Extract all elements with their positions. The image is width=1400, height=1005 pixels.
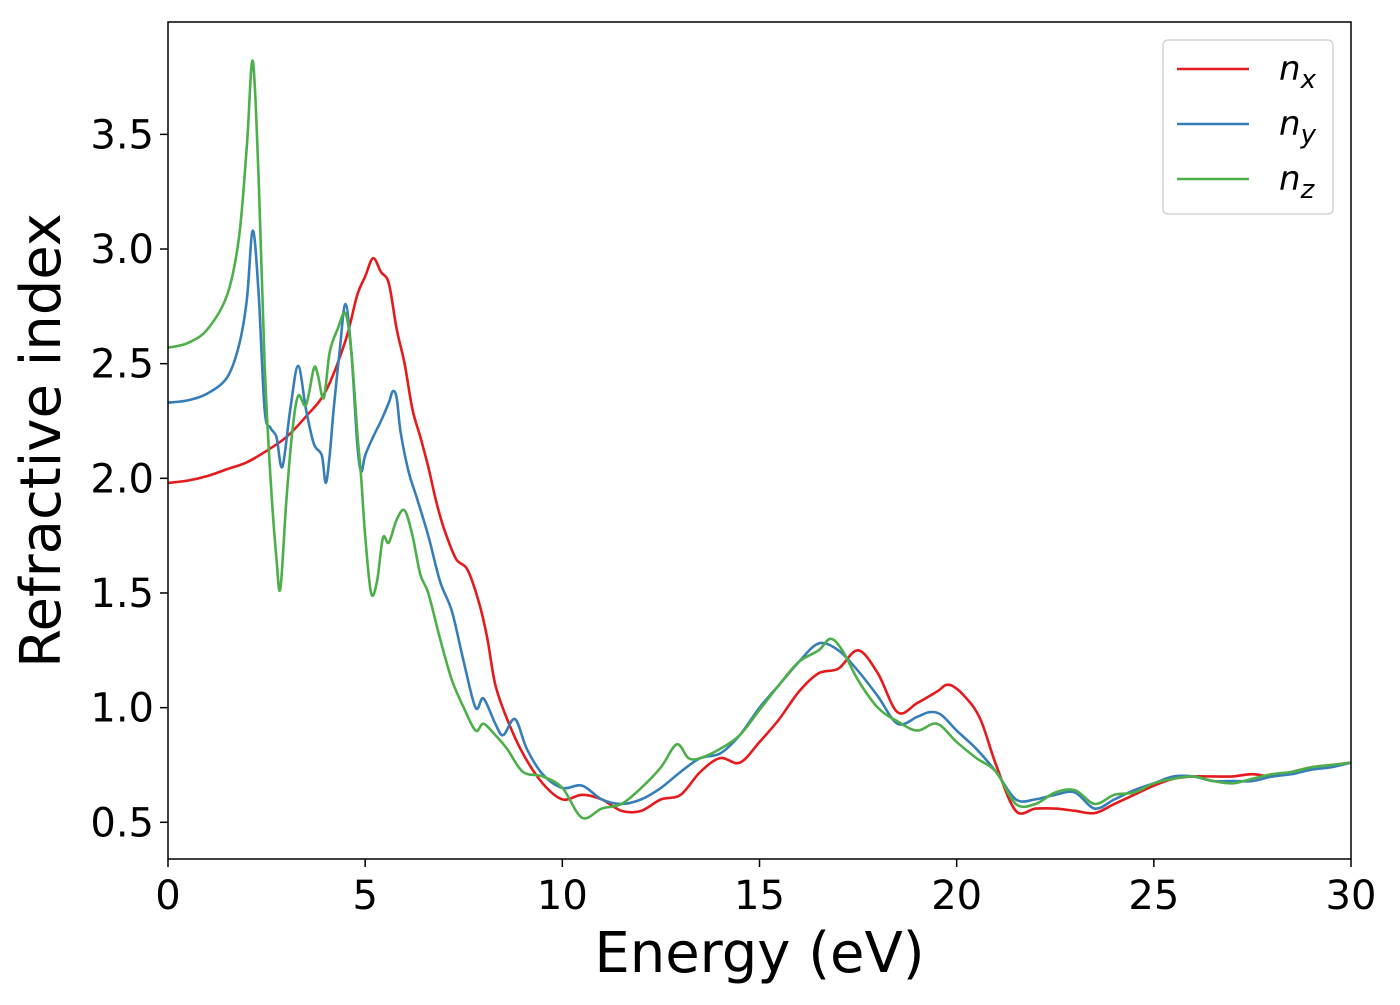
y-tick-label: 1.0	[90, 686, 154, 732]
y-tick-label: 1.5	[90, 571, 154, 617]
legend-subscript: y	[1300, 120, 1317, 150]
x-axis-label: Energy (eV)	[594, 921, 924, 986]
x-tick-label: 15	[734, 873, 785, 919]
x-tick-label: 20	[931, 873, 982, 919]
y-tick-label: 2.5	[90, 342, 154, 388]
y-tick-label: 3.5	[90, 112, 154, 158]
y-axis: 0.5 1.0 1.5 2.0 2.5 3.0 3.5	[90, 112, 168, 846]
y-axis-label: Refractive index	[9, 213, 74, 668]
series-line-nx	[168, 256, 1351, 815]
x-tick-label: 5	[352, 873, 377, 919]
legend-subscript: z	[1300, 175, 1316, 205]
series-layer	[168, 59, 1351, 820]
y-tick-label: 3.0	[90, 227, 154, 273]
legend-label-nz: nz	[1279, 159, 1316, 205]
y-tick-label: 2.0	[90, 456, 154, 502]
series-line-nz	[168, 59, 1351, 820]
legend-subscript: x	[1300, 65, 1317, 95]
x-tick-label: 0	[155, 873, 180, 919]
x-axis: 0 5 10 15 20 25 30	[155, 859, 1376, 919]
legend-box	[1162, 39, 1334, 215]
y-tick-label: 0.5	[90, 800, 154, 846]
series-line-ny	[168, 229, 1351, 810]
x-tick-label: 25	[1128, 873, 1179, 919]
x-tick-label: 30	[1326, 873, 1377, 919]
x-tick-label: 10	[537, 873, 588, 919]
